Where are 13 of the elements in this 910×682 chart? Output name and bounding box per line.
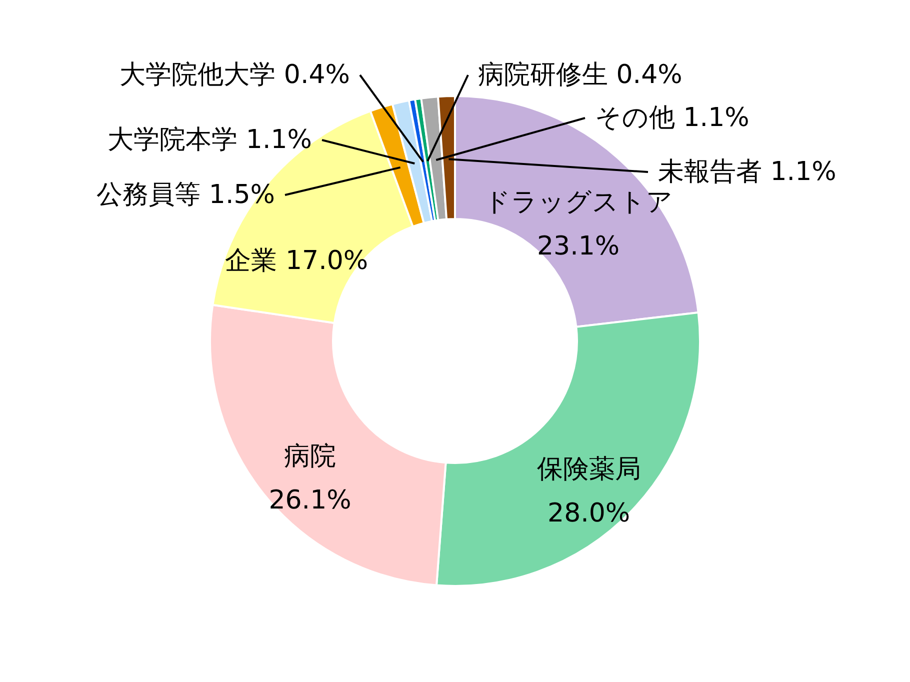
slice-label: 病院 — [284, 442, 336, 472]
slice-label: 公務員等 1.5% — [96, 180, 275, 210]
slice-label: その他 1.1% — [595, 103, 750, 133]
slice-label: 大学院本学 1.1% — [108, 125, 312, 155]
slice-label: 企業 17.0% — [225, 246, 368, 276]
slice-label: 保険薬局 — [536, 454, 641, 484]
data-label: 26.1% — [268, 486, 352, 516]
slice-label: 未報告者 1.1% — [658, 157, 836, 187]
data-label: 23.1% — [537, 231, 620, 262]
data-label: 28.0% — [548, 498, 630, 528]
slice-label: 病院研修生 0.4% — [478, 60, 682, 90]
slice-label: 大学院他大学 0.4% — [120, 60, 350, 90]
slice-label: ドラッグストア — [484, 187, 673, 218]
